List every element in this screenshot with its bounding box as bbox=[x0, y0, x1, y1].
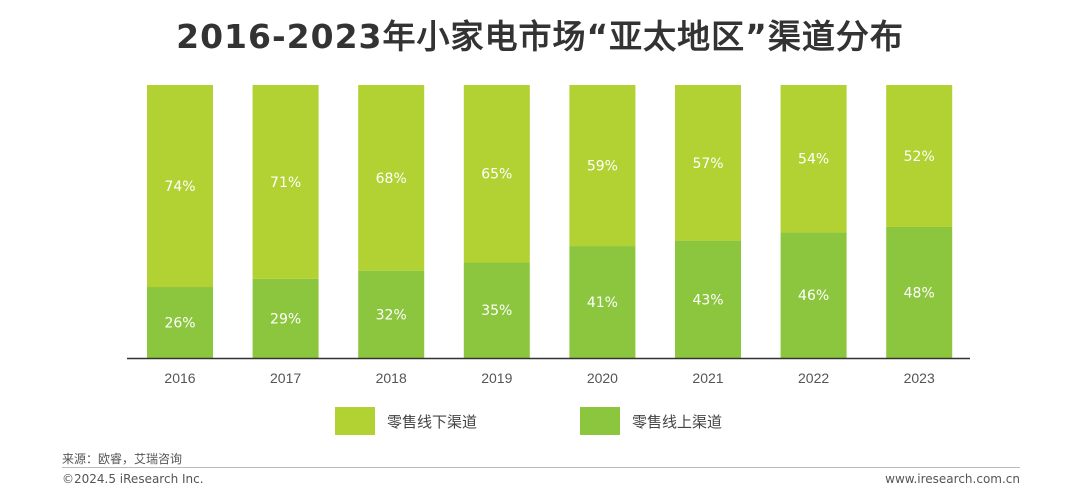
data-label-offline-2022: 54% bbox=[798, 152, 829, 168]
bar-offline-2023 bbox=[886, 85, 953, 227]
data-label-offline-2021: 57% bbox=[692, 156, 723, 172]
x-tick-label-2023: 2023 bbox=[904, 370, 935, 386]
bar-offline-2022 bbox=[780, 85, 847, 233]
data-label-offline-2017: 71% bbox=[270, 175, 301, 191]
data-label-online-2018: 32% bbox=[376, 307, 407, 323]
copyright-text: ©2024.5 iResearch Inc. bbox=[62, 472, 204, 486]
bar-online-2022 bbox=[780, 232, 847, 358]
bar-offline-2020 bbox=[569, 85, 636, 247]
data-label-online-2016: 26% bbox=[164, 316, 195, 332]
x-tick-label-2018: 2018 bbox=[376, 370, 407, 386]
x-tick-label-2016: 2016 bbox=[164, 370, 195, 386]
legend-item-offline: 零售线下渠道 bbox=[335, 407, 477, 435]
bar-online-2018 bbox=[358, 270, 425, 358]
data-label-online-2023: 48% bbox=[904, 285, 935, 301]
x-tick-label-2021: 2021 bbox=[692, 370, 723, 386]
data-label-offline-2019: 65% bbox=[481, 167, 512, 183]
bar-online-2021 bbox=[675, 240, 741, 358]
data-label-online-2017: 29% bbox=[270, 311, 301, 327]
data-label-offline-2023: 52% bbox=[904, 149, 935, 165]
stacked-bar-chart: 26% 74% 2016 29% 71% 2017 32% 68% 2018 35% 65% 2019… bbox=[127, 85, 970, 386]
bar-offline-2017 bbox=[252, 85, 319, 279]
x-tick-label-2017: 2017 bbox=[270, 370, 301, 386]
legend-item-online: 零售线上渠道 bbox=[580, 407, 722, 435]
website-link[interactable]: www.iresearch.com.cn bbox=[885, 472, 1020, 486]
chart-title: 2016-2023年小家电市场“亚太地区”渠道分布 bbox=[176, 17, 904, 56]
data-label-online-2022: 46% bbox=[798, 288, 829, 304]
source-note: 来源：欧睿，艾瑞咨询 bbox=[62, 452, 183, 466]
data-label-offline-2020: 59% bbox=[587, 159, 618, 175]
legend-label-offline: 零售线下渠道 bbox=[387, 412, 478, 431]
data-label-offline-2016: 74% bbox=[164, 179, 195, 195]
bar-online-2019 bbox=[463, 262, 530, 358]
bar-offline-2016 bbox=[147, 85, 213, 288]
data-label-offline-2018: 68% bbox=[376, 171, 407, 187]
bar-online-2023 bbox=[886, 226, 953, 358]
footer-divider bbox=[62, 467, 1020, 468]
data-label-online-2019: 35% bbox=[481, 303, 512, 319]
bar-online-2017 bbox=[252, 278, 319, 358]
x-tick-label-2020: 2020 bbox=[587, 370, 618, 386]
legend-swatch-online bbox=[580, 407, 620, 435]
bar-offline-2021 bbox=[675, 85, 741, 241]
data-label-online-2020: 41% bbox=[587, 295, 618, 311]
bar-offline-2019 bbox=[463, 85, 530, 263]
legend-swatch-offline bbox=[335, 407, 375, 435]
x-tick-label-2022: 2022 bbox=[798, 370, 829, 386]
bar-online-2016 bbox=[147, 287, 213, 358]
data-label-online-2021: 43% bbox=[692, 292, 723, 308]
bar-offline-2018 bbox=[358, 85, 425, 271]
legend-label-online: 零售线上渠道 bbox=[632, 412, 723, 431]
bar-online-2020 bbox=[569, 246, 636, 358]
x-tick-label-2019: 2019 bbox=[481, 370, 512, 386]
